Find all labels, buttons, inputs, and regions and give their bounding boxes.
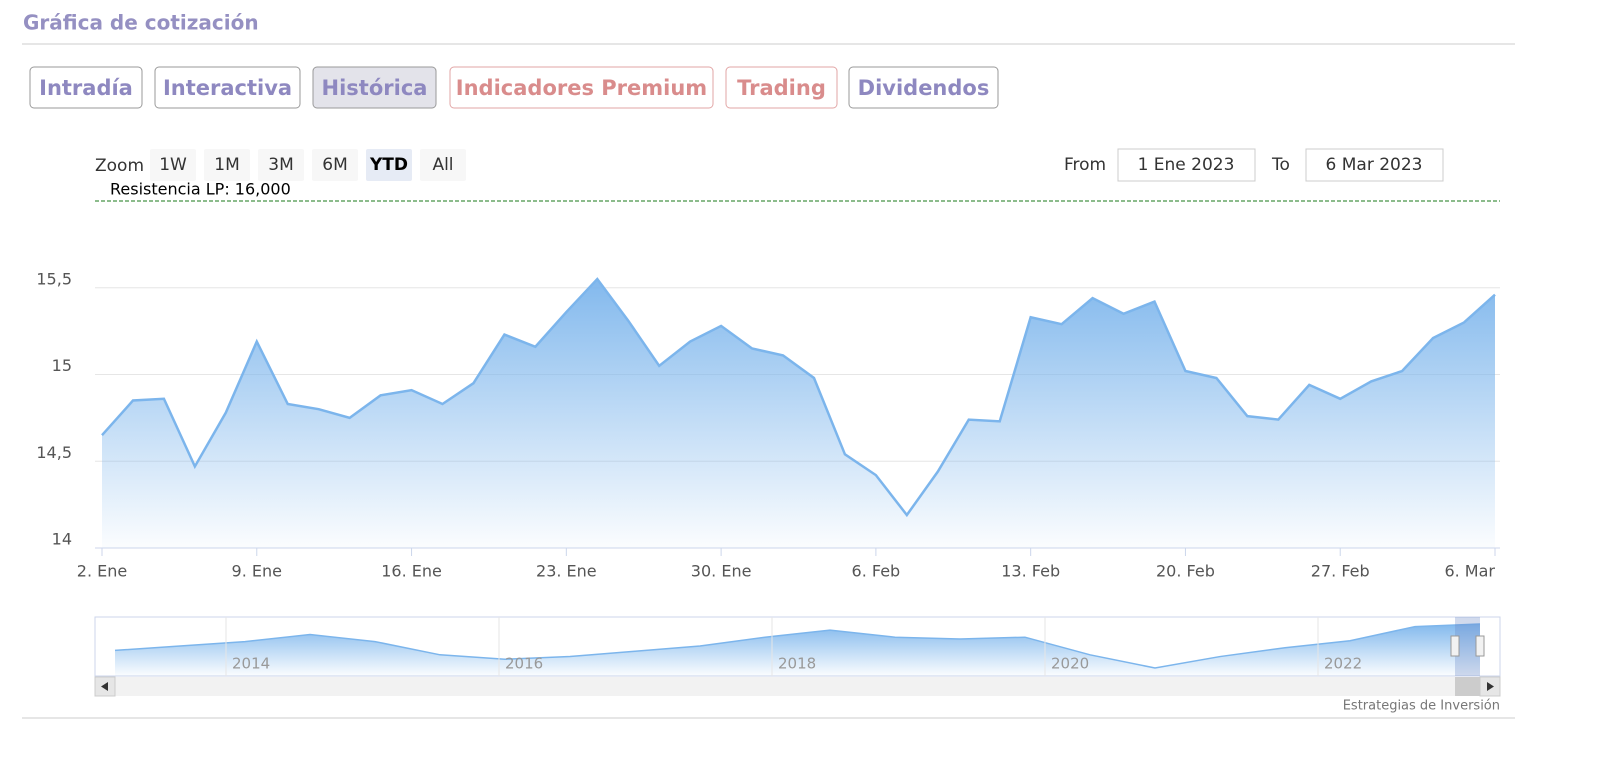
credit: Estrategias de Inversión bbox=[1343, 699, 1500, 714]
navigator-area bbox=[115, 624, 1480, 676]
x-tick-label: 6. Mar bbox=[1444, 562, 1495, 581]
resistance-label: Resistencia LP: 16,000 bbox=[110, 180, 291, 199]
tab-button[interactable] bbox=[449, 66, 714, 109]
x-tick-label: 27. Feb bbox=[1311, 562, 1370, 581]
zoom-button-label[interactable]: 1M bbox=[214, 155, 239, 175]
tab-button[interactable] bbox=[154, 66, 301, 109]
tab-button[interactable] bbox=[725, 66, 838, 109]
zoom-button-label[interactable]: YTD bbox=[369, 155, 408, 175]
tab-label[interactable]: Intradía bbox=[39, 76, 133, 100]
tab-label[interactable]: Indicadores Premium bbox=[456, 76, 707, 100]
from-date[interactable]: 1 Ene 2023 bbox=[1138, 155, 1235, 175]
arrow-icon bbox=[101, 682, 108, 691]
navigator-handle[interactable] bbox=[1450, 635, 1460, 657]
x-tick-label: 20. Feb bbox=[1156, 562, 1215, 581]
scroll-thumb[interactable] bbox=[1455, 677, 1480, 696]
to-date[interactable]: 6 Mar 2023 bbox=[1326, 155, 1423, 175]
scrollbar bbox=[95, 677, 1500, 696]
zoom-button[interactable] bbox=[312, 149, 358, 181]
zoom-button[interactable] bbox=[204, 149, 250, 181]
area-fill bbox=[102, 279, 1495, 548]
tab-button[interactable] bbox=[29, 66, 143, 109]
tab-label[interactable]: Trading bbox=[737, 76, 826, 100]
tab-button[interactable] bbox=[848, 66, 999, 109]
date-input[interactable] bbox=[1117, 148, 1256, 182]
date-input[interactable] bbox=[1305, 148, 1444, 182]
y-tick-label: 15 bbox=[52, 356, 72, 375]
zoom-button[interactable] bbox=[420, 149, 466, 181]
navigator-year: 2014 bbox=[232, 655, 270, 673]
y-tick-label: 14,5 bbox=[36, 443, 72, 462]
zoom-label: Zoom bbox=[95, 156, 144, 176]
tab-button[interactable] bbox=[312, 66, 437, 109]
from-label: From bbox=[1064, 155, 1106, 175]
zoom-button[interactable] bbox=[366, 149, 412, 181]
x-tick-label: 9. Ene bbox=[232, 562, 282, 581]
x-tick-label: 30. Ene bbox=[691, 562, 752, 581]
navigator-year: 2018 bbox=[778, 655, 816, 673]
x-tick-label: 2. Ene bbox=[77, 562, 127, 581]
x-tick-label: 23. Ene bbox=[536, 562, 597, 581]
y-tick-label: 15,5 bbox=[36, 269, 72, 288]
zoom-button-label[interactable]: 3M bbox=[268, 155, 293, 175]
tab-label[interactable]: Dividendos bbox=[858, 76, 990, 100]
navigator-year: 2020 bbox=[1051, 655, 1089, 673]
navigator-year: 2016 bbox=[505, 655, 543, 673]
price-line bbox=[101, 277, 1496, 518]
zoom-button-label[interactable]: 1W bbox=[159, 155, 187, 175]
zoom-button-label[interactable]: 6M bbox=[322, 155, 347, 175]
zoom-button[interactable] bbox=[258, 149, 304, 181]
arrow-icon bbox=[1487, 682, 1494, 691]
navigator-line bbox=[114, 623, 1481, 669]
y-tick-label: 14 bbox=[52, 530, 72, 549]
navigator-year: 2022 bbox=[1324, 655, 1362, 673]
x-tick-label: 6. Feb bbox=[852, 562, 901, 581]
zoom-button[interactable] bbox=[150, 149, 196, 181]
tab-label[interactable]: Interactiva bbox=[163, 76, 292, 100]
x-tick-label: 16. Ene bbox=[381, 562, 442, 581]
to-label: To bbox=[1271, 155, 1290, 175]
zoom-button-label[interactable]: All bbox=[432, 155, 453, 175]
tab-label[interactable]: Histórica bbox=[322, 76, 428, 100]
section-title: Gráfica de cotización bbox=[23, 11, 259, 35]
x-tick-label: 13. Feb bbox=[1001, 562, 1060, 581]
navigator-handle[interactable] bbox=[1475, 635, 1485, 657]
